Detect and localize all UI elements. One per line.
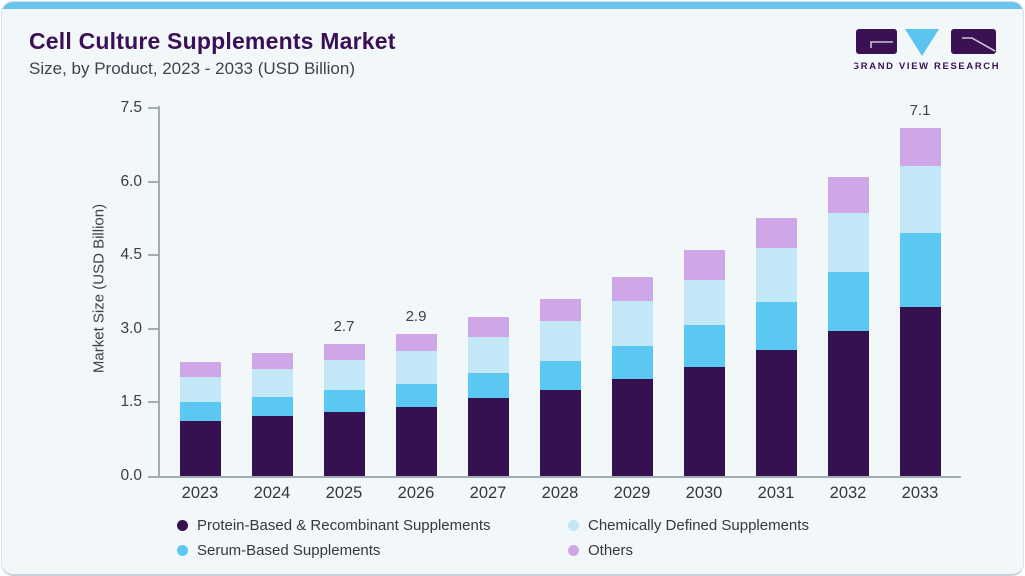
bar-segment-serum-based-supplements (179, 402, 221, 422)
bar-segment-protein-based-recombinant-supplements (251, 416, 293, 476)
bar-total-label: 2.9 (405, 307, 427, 325)
bar-segment-others (827, 176, 869, 213)
bar-segment-protein-based-recombinant-supplements (179, 421, 221, 476)
bar-segment-chemically-defined-supplements (251, 368, 293, 397)
x-axis-label: 2028 (541, 484, 579, 502)
x-axis-label: 2031 (757, 484, 795, 502)
x-axis-label: 2030 (685, 484, 723, 502)
bar-segment-chemically-defined-supplements (755, 247, 797, 302)
bar-segment-chemically-defined-supplements (179, 376, 221, 403)
bar-segment-serum-based-supplements (683, 324, 725, 368)
y-tick-label: 3.0 (120, 319, 142, 337)
x-axis-label: 2027 (469, 484, 507, 502)
bar-segment-others (683, 250, 725, 280)
bar-segment-protein-based-recombinant-supplements (467, 398, 509, 476)
bar-segment-chemically-defined-supplements (395, 351, 437, 385)
accent-strip (2, 2, 1023, 9)
y-tick (148, 254, 158, 257)
logo-wordmark: GRAND VIEW RESEARCH (854, 60, 1000, 71)
bar-segment-serum-based-supplements (251, 397, 293, 417)
x-axis-label: 2033 (901, 484, 939, 502)
x-axis-label: 2023 (181, 484, 219, 502)
y-axis-line (158, 106, 160, 476)
x-axis-line (148, 476, 961, 478)
bar-segment-serum-based-supplements (539, 361, 581, 391)
y-tick-label: 1.5 (120, 393, 142, 411)
bar-segment-serum-based-supplements (323, 390, 365, 413)
bar-total-label: 2.7 (333, 317, 355, 335)
bar-segment-chemically-defined-supplements (467, 337, 509, 373)
x-axis-label: 2029 (613, 484, 651, 502)
y-tick (148, 107, 158, 109)
gvr-logo-icon: GRAND VIEW RESEARCH (852, 29, 1000, 71)
bar-segment-serum-based-supplements (827, 271, 869, 332)
bar-segment-protein-based-recombinant-supplements (539, 390, 581, 476)
bar-segment-chemically-defined-supplements (323, 359, 365, 391)
bar-segment-others (467, 316, 509, 338)
legend-dot-serum-based-supplements (177, 545, 188, 556)
y-tick-label: 6.0 (120, 172, 142, 190)
bar-segment-protein-based-recombinant-supplements (395, 407, 437, 476)
bar-segment-others (323, 343, 365, 360)
bar-segment-others (395, 333, 437, 352)
grand-view-research-logo: GRAND VIEW RESEARCH (852, 26, 1004, 79)
bar-segment-chemically-defined-supplements (683, 279, 725, 325)
y-tick-label: 7.5 (120, 99, 142, 116)
x-axis-label: 2025 (325, 484, 363, 502)
bar-segment-protein-based-recombinant-supplements (755, 349, 797, 476)
bar-segment-others (251, 353, 293, 369)
y-tick (148, 327, 158, 330)
bar-segment-others (539, 299, 581, 322)
bar-segment-others (611, 277, 653, 302)
bar-segment-others (179, 362, 221, 377)
bar-segment-protein-based-recombinant-supplements (683, 367, 725, 476)
legend-dot-chemically-defined-supplements (568, 520, 579, 531)
y-tick (148, 180, 158, 183)
legend-label: Chemically Defined Supplements (588, 517, 809, 534)
bar-segment-chemically-defined-supplements (899, 166, 941, 234)
page-title: Cell Culture Supplements Market (29, 28, 396, 54)
bar-segment-serum-based-supplements (611, 346, 653, 380)
legend-label: Protein-Based & Recombinant Supplements (197, 517, 491, 534)
bar-segment-protein-based-recombinant-supplements (611, 379, 653, 476)
x-axis-label: 2024 (253, 484, 291, 502)
bar-segment-chemically-defined-supplements (827, 212, 869, 272)
page-subtitle: Size, by Product, 2023 - 2033 (USD Billi… (29, 59, 355, 78)
bar-segment-others (899, 127, 941, 167)
bar-segment-others (755, 218, 797, 248)
bar-total-label: 7.1 (909, 101, 931, 119)
bar-segment-serum-based-supplements (755, 301, 797, 350)
legend-label: Others (588, 542, 634, 559)
bar-segment-protein-based-recombinant-supplements (899, 306, 941, 476)
bar-segment-serum-based-supplements (395, 384, 437, 408)
bar-segment-chemically-defined-supplements (539, 321, 581, 362)
y-tick-label: 0.0 (120, 467, 142, 484)
bar-segment-chemically-defined-supplements (611, 301, 653, 347)
y-tick-label: 4.5 (120, 246, 142, 264)
bar-segment-protein-based-recombinant-supplements (827, 331, 869, 476)
x-axis-label: 2032 (829, 484, 867, 502)
legend-dot-others (568, 545, 579, 556)
y-tick (148, 401, 158, 404)
legend-label: Serum-Based Supplements (197, 542, 381, 559)
legend-dot-protein-based-recombinant-supplements (177, 520, 188, 531)
y-axis-title: Market Size (USD Billion) (90, 203, 108, 374)
bar-segment-protein-based-recombinant-supplements (323, 412, 365, 476)
bar-segment-serum-based-supplements (467, 372, 509, 399)
bar-segment-serum-based-supplements (899, 233, 941, 307)
x-axis-label: 2026 (397, 484, 435, 502)
